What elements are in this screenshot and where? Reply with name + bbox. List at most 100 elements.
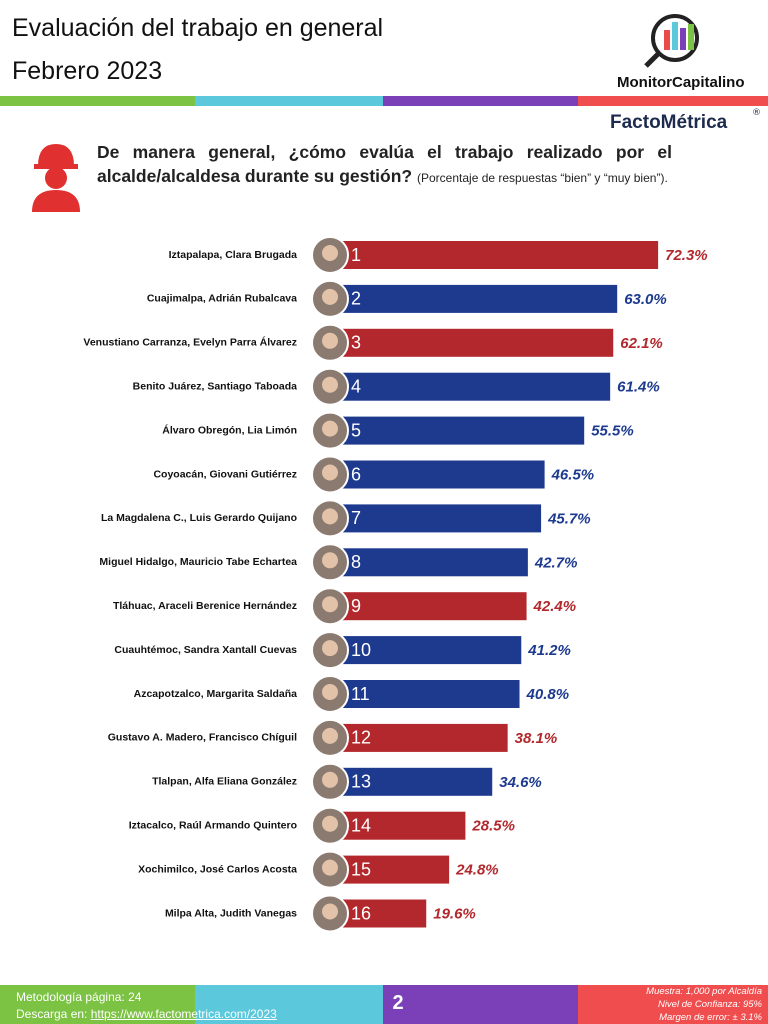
- logo-mark: ®: [752, 108, 761, 118]
- logo-icon: [644, 14, 699, 68]
- stripe: [0, 96, 195, 106]
- rank-label: 1: [351, 245, 361, 265]
- value-label: 24.8%: [455, 862, 499, 879]
- bar: [340, 548, 528, 577]
- confidence: Nivel de Confianza: 95%: [657, 999, 762, 1010]
- avatar-face: [322, 859, 338, 876]
- question-note: (Porcentaje de respuestas “bien” y “muy …: [417, 171, 668, 185]
- value-label: 19.6%: [433, 905, 476, 922]
- bar: [340, 723, 508, 752]
- avatar-face: [322, 596, 338, 613]
- rank-label: 3: [351, 333, 361, 353]
- value-label: 63.0%: [624, 291, 667, 308]
- rank-label: 16: [351, 903, 371, 923]
- avatar-face: [322, 640, 338, 657]
- download-link[interactable]: https://www.factometrica.com/2023: [90, 1007, 277, 1021]
- value-label: 45.7%: [547, 510, 591, 527]
- bar: [340, 592, 527, 621]
- category-label: Azcapotzalco, Margarita Saldaña: [134, 688, 298, 700]
- avatar-face: [322, 508, 338, 525]
- category-label: Cuajimalpa, Adrián Rubalcava: [147, 293, 297, 305]
- avatar-face: [322, 464, 338, 481]
- title: Evaluación del trabajo en general: [12, 14, 384, 42]
- rank-label: 2: [351, 289, 361, 309]
- category-label: Iztacalco, Raúl Armando Quintero: [129, 819, 297, 831]
- rank-label: 13: [351, 772, 371, 792]
- stripe: [383, 96, 578, 106]
- bar: [340, 636, 522, 665]
- question-text: De manera general, ¿cómo evalúa el traba…: [97, 142, 672, 186]
- rank-label: 14: [351, 815, 371, 835]
- avatar-face: [322, 420, 338, 437]
- value-label: 40.8%: [526, 686, 570, 703]
- avatar-face: [322, 332, 338, 349]
- rank-label: 12: [351, 728, 371, 748]
- bar: [340, 328, 614, 357]
- page-number: 2: [392, 992, 404, 1014]
- avatar-face: [322, 288, 338, 305]
- bar: [340, 460, 545, 489]
- value-label: 46.5%: [551, 466, 595, 483]
- error-margin: Margen de error: ± 3.1%: [659, 1012, 762, 1023]
- category-label: Tláhuac, Araceli Berenice Hernández: [113, 600, 297, 612]
- rank-label: 10: [351, 640, 371, 660]
- rank-label: 8: [351, 552, 361, 572]
- rank-label: 7: [351, 508, 361, 528]
- avatar-face: [322, 815, 338, 832]
- stripe: [578, 96, 768, 106]
- category-label: Iztapalapa, Clara Brugada: [169, 249, 298, 261]
- bar: [340, 811, 466, 840]
- bar: [340, 767, 493, 796]
- category-label: Álvaro Obregón, Lia Limón: [162, 423, 297, 436]
- value-label: 72.3%: [665, 247, 708, 264]
- category-label: Xochimilco, José Carlos Acosta: [138, 863, 297, 875]
- category-label: La Magdalena C., Luis Gerardo Quijano: [101, 512, 297, 524]
- bar: [340, 504, 542, 533]
- bar: [340, 241, 659, 269]
- category-label: Benito Juárez, Santiago Taboada: [133, 380, 297, 392]
- subtitle: Febrero 2023: [12, 57, 163, 85]
- rank-label: 6: [351, 464, 361, 484]
- rank-label: 4: [351, 376, 361, 396]
- footer-block: [578, 985, 768, 1024]
- avatar-face: [322, 771, 338, 788]
- download-label: Descarga en:: [16, 1007, 88, 1021]
- avatar-face: [322, 684, 338, 700]
- logo-text: MonitorCapitalino: [617, 74, 745, 91]
- category-label: Gustavo A. Madero, Francisco Chíguil: [108, 732, 297, 744]
- avatar-face: [322, 376, 338, 393]
- rank-label: 15: [351, 859, 371, 879]
- category-label: Venustiano Carranza, Evelyn Parra Álvare…: [83, 336, 297, 349]
- bar: [340, 855, 450, 884]
- bar: [340, 899, 427, 928]
- category-label: Miguel Hidalgo, Mauricio Tabe Echartea: [99, 556, 297, 568]
- methodology: Metodología página: 24: [16, 990, 142, 1004]
- value-label: 55.5%: [591, 423, 634, 440]
- bar: [340, 372, 611, 401]
- category-label: Cuauhtémoc, Sandra Xantall Cuevas: [114, 644, 297, 656]
- value-label: 62.1%: [620, 335, 663, 352]
- bar: [340, 680, 520, 708]
- avatar-face: [322, 903, 338, 920]
- footer-block: [195, 985, 383, 1024]
- avatar-face: [322, 552, 338, 569]
- footer-block: [383, 985, 578, 1024]
- avatar-face: [322, 245, 338, 261]
- worker-icon: [32, 144, 80, 212]
- stripe: [195, 96, 383, 106]
- category-label: Coyoacán, Giovani Gutiérrez: [153, 468, 297, 480]
- value-label: 41.2%: [527, 642, 571, 659]
- value-label: 42.7%: [534, 554, 578, 571]
- rank-label: 11: [351, 684, 370, 704]
- value-label: 28.5%: [471, 818, 515, 835]
- value-label: 61.4%: [617, 379, 660, 396]
- category-label: Milpa Alta, Judith Vanegas: [165, 907, 297, 919]
- footer-block: [0, 985, 195, 1024]
- rank-label: 9: [351, 596, 361, 616]
- rank-label: 5: [351, 420, 361, 440]
- sample: Muestra: 1,000 por Alcaldía: [646, 986, 762, 997]
- bar: [340, 284, 618, 313]
- value-label: 34.6%: [499, 774, 542, 791]
- avatar-face: [322, 727, 338, 744]
